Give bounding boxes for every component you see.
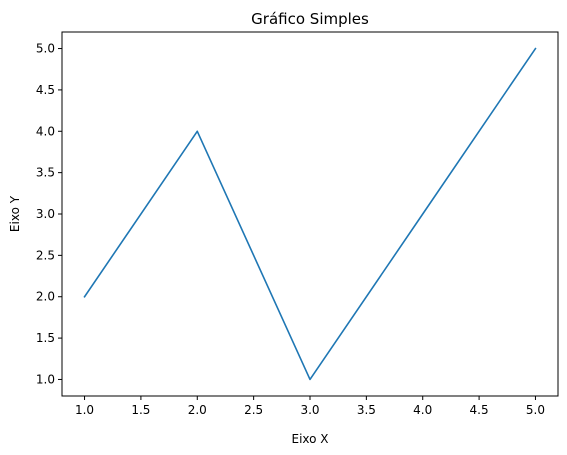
x-axis-ticks: 1.0 1.5 2.0 2.5 3.0 3.5 4.0 4.5 5.0 xyxy=(75,396,545,417)
plot-area xyxy=(62,32,558,396)
y-axis-ticks: 1.0 1.5 2.0 2.5 3.0 3.5 4.0 4.5 5.0 xyxy=(36,42,62,386)
y-tick-label: 4.0 xyxy=(36,124,55,138)
y-tick-label: 1.0 xyxy=(36,372,55,386)
y-tick-label: 2.0 xyxy=(36,290,55,304)
y-tick-label: 2.5 xyxy=(36,248,55,262)
x-tick-label: 1.0 xyxy=(75,403,94,417)
chart-title: Gráfico Simples xyxy=(251,10,369,28)
y-tick-label: 1.5 xyxy=(36,331,55,345)
x-tick-label: 4.0 xyxy=(413,403,432,417)
y-axis-label: Eixo Y xyxy=(8,195,22,232)
x-tick-label: 2.5 xyxy=(244,403,263,417)
series-line xyxy=(83,47,537,381)
y-tick-label: 5.0 xyxy=(36,42,55,56)
x-tick-label: 3.5 xyxy=(357,403,376,417)
y-tick-label: 4.5 xyxy=(36,83,55,97)
x-tick-label: 4.5 xyxy=(470,403,489,417)
x-tick-label: 3.0 xyxy=(300,403,319,417)
y-tick-label: 3.5 xyxy=(36,166,55,180)
x-axis-label: Eixo X xyxy=(291,432,328,446)
series-layer xyxy=(83,47,537,381)
x-tick-label: 1.5 xyxy=(131,403,150,417)
y-tick-label: 3.0 xyxy=(36,207,55,221)
x-tick-label: 5.0 xyxy=(526,403,545,417)
x-tick-label: 2.0 xyxy=(188,403,207,417)
plot-frame xyxy=(61,31,559,397)
